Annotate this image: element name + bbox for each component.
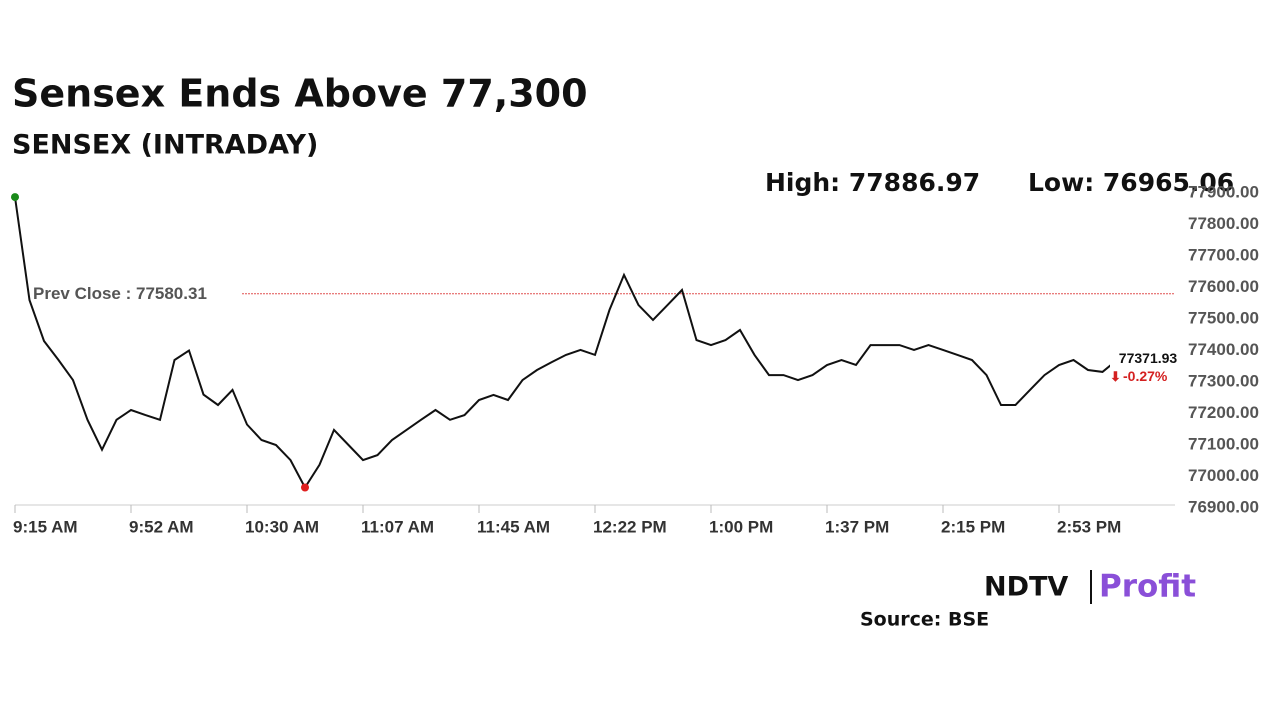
y-tick-label: 77500.00: [1188, 308, 1259, 327]
price-line: [14, 196, 1176, 490]
y-tick-label: 77200.00: [1188, 403, 1259, 422]
last-label-bg: [1110, 349, 1186, 384]
x-tick-label: 12:22 PM: [593, 517, 667, 536]
low-label: Low: 76965.06: [1028, 168, 1234, 197]
y-tick-label: 77300.00: [1188, 371, 1259, 390]
x-tick-label: 2:15 PM: [941, 517, 1005, 536]
brand-suffix: Profit: [1099, 569, 1196, 605]
chart-title: Sensex Ends Above 77,300: [12, 72, 588, 116]
y-tick-label: 77800.00: [1188, 214, 1259, 233]
y-tick-label: 77700.00: [1188, 245, 1259, 264]
change-label: -0.27%: [1123, 368, 1168, 384]
x-tick-label: 11:07 AM: [361, 517, 434, 536]
x-tick-label: 11:45 AM: [477, 517, 550, 536]
x-tick-label: 1:00 PM: [709, 517, 773, 536]
chart-subtitle: SENSEX (INTRADAY): [12, 130, 318, 161]
high-label: High: 77886.97: [765, 168, 980, 197]
x-tick-label: 9:15 AM: [13, 517, 78, 536]
y-tick-label: 77400.00: [1188, 340, 1259, 359]
x-tick-label: 10:30 AM: [245, 517, 319, 536]
prev-close-label: Prev Close : 77580.31: [33, 284, 207, 303]
high-dot: [11, 193, 19, 202]
y-tick-label: 77000.00: [1188, 466, 1259, 485]
last-value-label: 77371.93: [1119, 350, 1178, 366]
y-tick-label: 77900.00: [1188, 182, 1259, 201]
x-tick-label: 1:37 PM: [825, 517, 889, 536]
source: Source: BSE: [860, 609, 989, 631]
y-tick-label: 77100.00: [1188, 434, 1259, 453]
y-tick-label: 77600.00: [1188, 277, 1259, 296]
x-tick-label: 9:52 AM: [129, 517, 194, 536]
low-dot: [301, 483, 309, 492]
change-arrow: ⬇: [1110, 369, 1121, 384]
x-tick-label: 2:53 PM: [1057, 517, 1121, 536]
brand: NDTV: [984, 572, 1068, 603]
y-tick-label: 76900.00: [1188, 497, 1259, 516]
